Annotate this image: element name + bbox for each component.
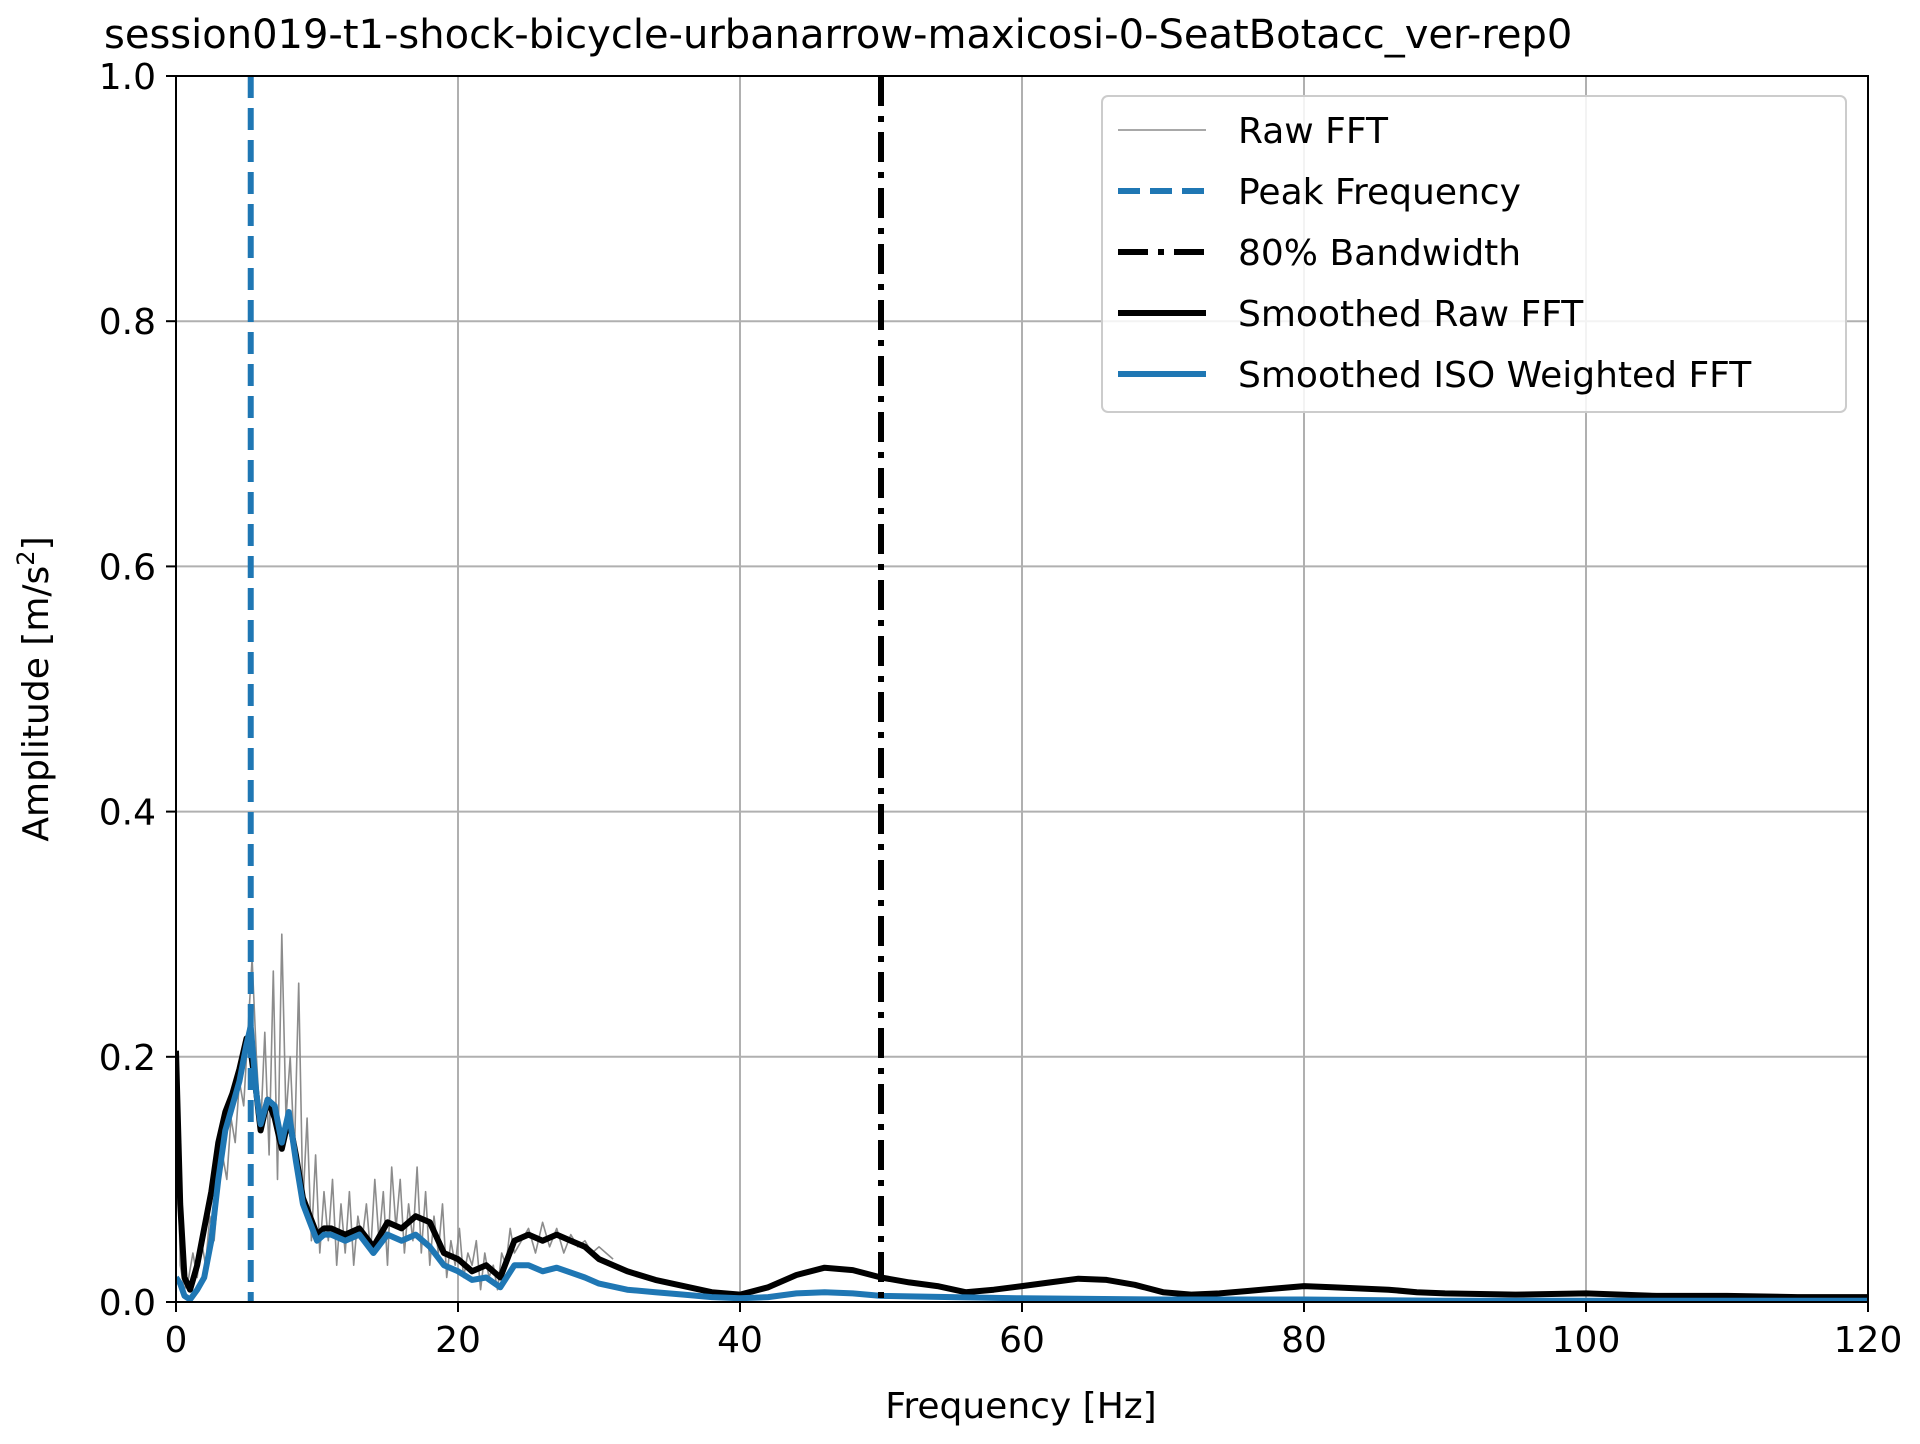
y-tick-label: 0.8 [99,302,156,343]
ticks: 0 20 40 60 80 100 120 0.0 0.2 0.4 0.6 0.8 1.0 [99,57,1903,1361]
x-tick-label: 100 [1552,1320,1621,1361]
x-tick-label: 60 [999,1320,1045,1361]
y-tick-label: 0.0 [99,1283,156,1324]
y-tick-label: 0.4 [99,793,156,834]
legend: Raw FFT Peak Frequency 80% Bandwidth Smooth… [1101,95,1847,413]
plot-area [176,76,1868,1302]
y-axis-label-close: ] [16,536,57,550]
x-tick-label: 80 [1281,1320,1327,1361]
y-axis-label-text: Amplitude [m/s [16,566,57,842]
x-tick-label: 20 [435,1320,481,1361]
y-tick-label: 1.0 [99,57,156,98]
legend-label: Raw FFT [1238,111,1389,152]
y-axis-label: Amplitude [m/s2] [12,536,57,841]
x-tick-label: 120 [1834,1320,1903,1361]
y-tick-label: 0.2 [99,1038,156,1079]
legend-label: Smoothed ISO Weighted FFT [1238,355,1752,396]
x-axis-label: Frequency [Hz] [885,1386,1156,1427]
legend-label: Smoothed Raw FFT [1238,294,1584,335]
legend-label: Peak Frequency [1238,172,1521,213]
x-tick-label: 40 [717,1320,763,1361]
y-axis-label-exponent: 2 [12,550,40,565]
y-tick-label: 0.6 [99,547,156,588]
x-tick-label: 0 [165,1320,188,1361]
legend-box [1101,95,1847,413]
legend-label: 80% Bandwidth [1238,233,1521,274]
chart-title: session019-t1-shock-bicycle-urbanarrow-m… [104,12,1572,58]
smoothed-iso-weighted-fft-line [176,1023,1868,1302]
